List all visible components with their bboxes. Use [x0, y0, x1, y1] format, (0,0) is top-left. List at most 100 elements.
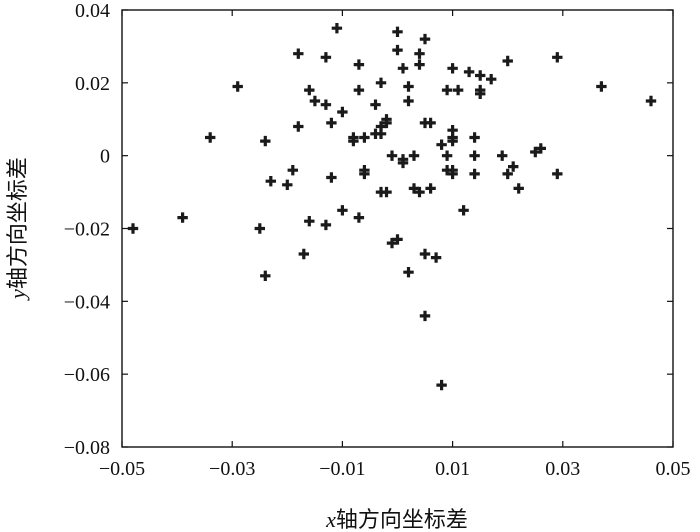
- data-point: [326, 172, 337, 183]
- data-point: [408, 183, 420, 194]
- data-point: [392, 26, 403, 37]
- x-tick-label: 0.01: [435, 458, 470, 480]
- data-point: [260, 270, 271, 281]
- x-axis: −0.05 −0.03 −0.01 0.01 0.03 0.05: [99, 10, 691, 480]
- data-point: [392, 234, 403, 245]
- data-point: [497, 150, 508, 161]
- data-point: [447, 165, 458, 176]
- x-axis-label: x轴方向坐标差: [325, 507, 468, 532]
- data-point: [469, 168, 480, 180]
- data-point: [386, 150, 398, 161]
- x-tick-label: 0.05: [656, 458, 691, 480]
- data-point: [441, 150, 453, 161]
- data-point: [486, 74, 497, 85]
- data-point: [469, 150, 480, 161]
- data-point: [320, 52, 332, 63]
- x-tick-label: −0.05: [99, 458, 145, 480]
- data-point: [502, 168, 513, 180]
- data-point: [447, 135, 458, 147]
- data-point: [337, 205, 348, 216]
- y-axis: 0.04 0.02 0 −0.02 −0.04 −0.06 −0.08: [64, 0, 673, 459]
- data-point: [425, 183, 436, 194]
- data-point: [403, 267, 414, 278]
- data-point: [419, 117, 431, 129]
- data-point: [370, 128, 381, 139]
- data-point: [513, 183, 524, 194]
- x-tick-label: −0.01: [319, 458, 365, 480]
- data-point: [375, 121, 387, 132]
- y-tick-label: 0: [100, 146, 110, 168]
- data-point: [386, 237, 398, 249]
- data-point: [337, 106, 348, 118]
- y-tick-label: 0.02: [75, 73, 110, 95]
- y-tick-label: −0.02: [64, 219, 110, 241]
- data-point: [475, 84, 486, 96]
- data-point: [403, 81, 414, 92]
- plot-frame: [121, 9, 674, 448]
- data-point: [552, 168, 563, 180]
- data-point: [359, 168, 370, 180]
- x-tick-label: 0.03: [545, 458, 580, 480]
- y-tick-label: −0.08: [64, 437, 110, 459]
- data-point: [375, 77, 387, 88]
- data-point: [397, 157, 409, 169]
- data-point: [293, 48, 304, 59]
- data-point: [381, 114, 392, 125]
- x-axis-variable: x: [325, 507, 336, 532]
- data-point: [320, 219, 332, 231]
- data-point: [408, 150, 420, 161]
- data-point: [353, 84, 365, 96]
- data-point: [469, 132, 480, 143]
- data-point: [375, 128, 387, 139]
- data-point: [535, 143, 546, 154]
- data-point: [441, 165, 453, 176]
- data-point: [205, 132, 216, 143]
- data-point: [304, 216, 315, 227]
- data-point: [260, 135, 271, 147]
- x-tick-label: −0.03: [209, 458, 255, 480]
- data-point: [425, 117, 436, 129]
- data-point: [381, 186, 392, 198]
- data-point: [326, 117, 337, 129]
- data-point: [370, 99, 381, 110]
- data-point: [397, 63, 409, 74]
- data-point: [414, 48, 425, 59]
- y-axis-label-text: 轴方向坐标差: [5, 157, 30, 289]
- data-point: [458, 205, 469, 216]
- data-point: [282, 179, 293, 190]
- data-point: [475, 70, 486, 81]
- data-point: [298, 248, 309, 260]
- data-point: [414, 186, 425, 198]
- data-points: [127, 23, 657, 391]
- data-point: [254, 223, 265, 234]
- data-point: [414, 59, 425, 70]
- y-tick-label: −0.06: [64, 364, 110, 386]
- data-point: [419, 310, 431, 322]
- data-point: [508, 161, 519, 172]
- data-point: [375, 186, 387, 198]
- data-point: [645, 95, 657, 107]
- data-point: [502, 55, 513, 67]
- y-axis-label: y轴方向坐标差: [5, 157, 30, 301]
- data-point: [392, 44, 403, 56]
- data-point: [447, 63, 458, 74]
- data-point: [353, 212, 365, 223]
- data-point: [232, 81, 243, 92]
- data-point: [436, 139, 447, 150]
- data-point: [287, 165, 298, 176]
- y-tick-label: 0.04: [75, 0, 110, 22]
- data-point: [530, 146, 541, 158]
- data-point: [348, 132, 359, 143]
- data-point: [403, 95, 414, 107]
- data-point: [463, 66, 475, 78]
- data-point: [320, 99, 332, 110]
- data-point: [447, 125, 458, 136]
- data-point: [331, 23, 343, 34]
- data-point: [265, 176, 276, 187]
- data-point: [419, 33, 431, 45]
- data-point: [452, 84, 464, 96]
- data-point: [177, 212, 188, 223]
- data-point: [436, 379, 447, 391]
- data-point: [353, 59, 365, 70]
